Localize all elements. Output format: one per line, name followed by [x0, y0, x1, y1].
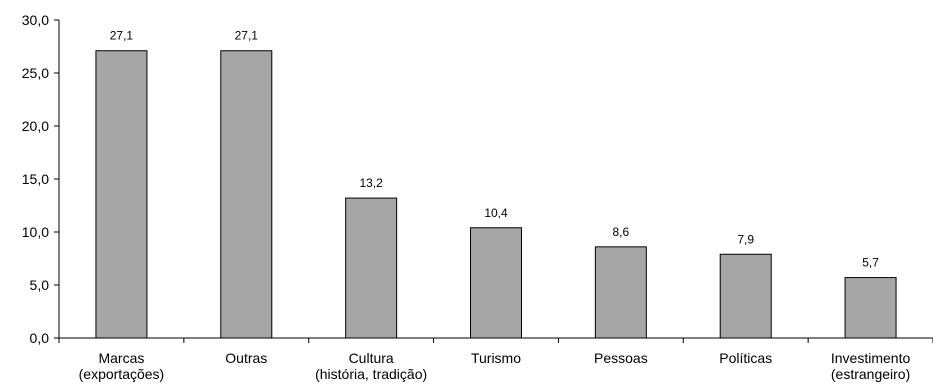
- y-tick-label: 10,0: [22, 224, 49, 240]
- category-label: Marcas: [98, 350, 144, 366]
- data-label: 8,6: [613, 225, 630, 239]
- category-label: (história, tradição): [315, 366, 427, 382]
- category-label: Políticas: [719, 350, 772, 366]
- category-label: (estrangeiro): [831, 366, 910, 382]
- category-label: (exportações): [79, 366, 165, 382]
- y-tick-label: 30,0: [22, 12, 49, 28]
- data-label: 27,1: [110, 29, 134, 43]
- category-labels: Marcas(exportações) Outras Cultura(históri…: [79, 350, 911, 382]
- y-tick-label: 15,0: [22, 171, 49, 187]
- data-label: 7,9: [737, 232, 754, 246]
- category-label: Investimento: [831, 350, 911, 366]
- data-labels: 27,1 27,1 13,2 10,4 8,6 7,9 5,7: [110, 29, 879, 270]
- x-axis: [58, 337, 933, 343]
- category-label: Cultura: [349, 350, 394, 366]
- data-label: 5,7: [862, 256, 879, 270]
- y-axis: 0,0 5,0 10,0 15,0 20,0 25,0 30,0: [22, 12, 60, 346]
- bar: [719, 253, 772, 339]
- bar: [594, 246, 647, 339]
- y-tick-label: 25,0: [22, 65, 49, 81]
- bar: [844, 277, 897, 339]
- bars: [95, 50, 897, 339]
- category-label: Outras: [225, 350, 267, 366]
- bar: [95, 50, 148, 339]
- category-label: Pessoas: [594, 350, 648, 366]
- bar: [470, 227, 522, 339]
- data-label: 10,4: [484, 206, 508, 220]
- data-label: 13,2: [359, 176, 383, 190]
- data-label: 27,1: [235, 29, 259, 43]
- bar: [345, 197, 398, 339]
- y-tick-label: 20,0: [22, 118, 49, 134]
- y-tick-label: 5,0: [30, 277, 50, 293]
- category-label: Turismo: [471, 350, 521, 366]
- bar: [220, 50, 273, 339]
- y-tick-label: 0,0: [30, 330, 50, 346]
